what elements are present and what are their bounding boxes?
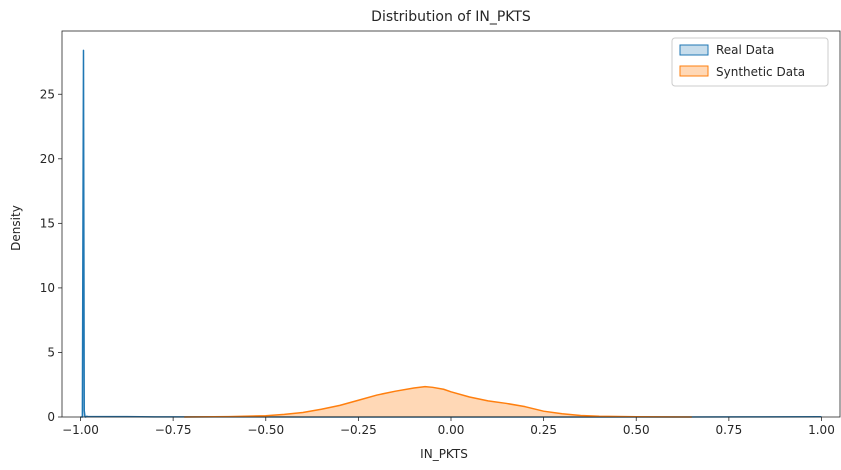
density-line-synthetic-data [184,385,692,418]
x-tick-label: 0.50 [623,423,650,437]
density-line-real-data [80,49,822,418]
y-tick-label: 10 [40,281,55,295]
x-tick-label: 0.00 [438,423,465,437]
legend-label-synthetic-data: Synthetic Data [716,65,805,79]
density-area-real-data [80,50,822,418]
legend-label-real-data: Real Data [716,43,774,57]
x-axis-ticks: −1.00 −0.75 −0.50 −0.25 0.00 0.25 0.50 0.75 1.00 [62,417,835,437]
plot-frame [61,30,841,418]
chart-title: Distribution of IN_PKTS [371,9,531,25]
density-area-synthetic-data [184,386,692,417]
x-tick-label: 0.75 [715,423,742,437]
y-tick-label: 5 [47,345,55,359]
x-tick-label: −0.75 [155,423,192,437]
y-axis-label: Density [9,205,23,251]
y-tick-label: 0 [47,410,55,424]
legend-frame [671,37,829,87]
y-axis-ticks: 0 5 10 15 20 25 [40,87,62,424]
x-axis-label: IN_PKTS [420,447,468,461]
legend-swatch-real-data [679,44,709,56]
y-tick-label: 25 [40,87,55,101]
y-tick-label: 20 [40,152,55,166]
legend-swatch-synthetic-data [679,65,709,77]
x-tick-label: 0.25 [530,423,557,437]
x-tick-label: 1.00 [808,423,835,437]
y-tick-label: 15 [40,216,55,230]
x-tick-label: −0.50 [247,423,284,437]
plot-series [80,49,822,418]
x-tick-label: −0.25 [340,423,377,437]
x-tick-label: −1.00 [62,423,99,437]
legend: Real Data Synthetic Data [671,37,829,87]
